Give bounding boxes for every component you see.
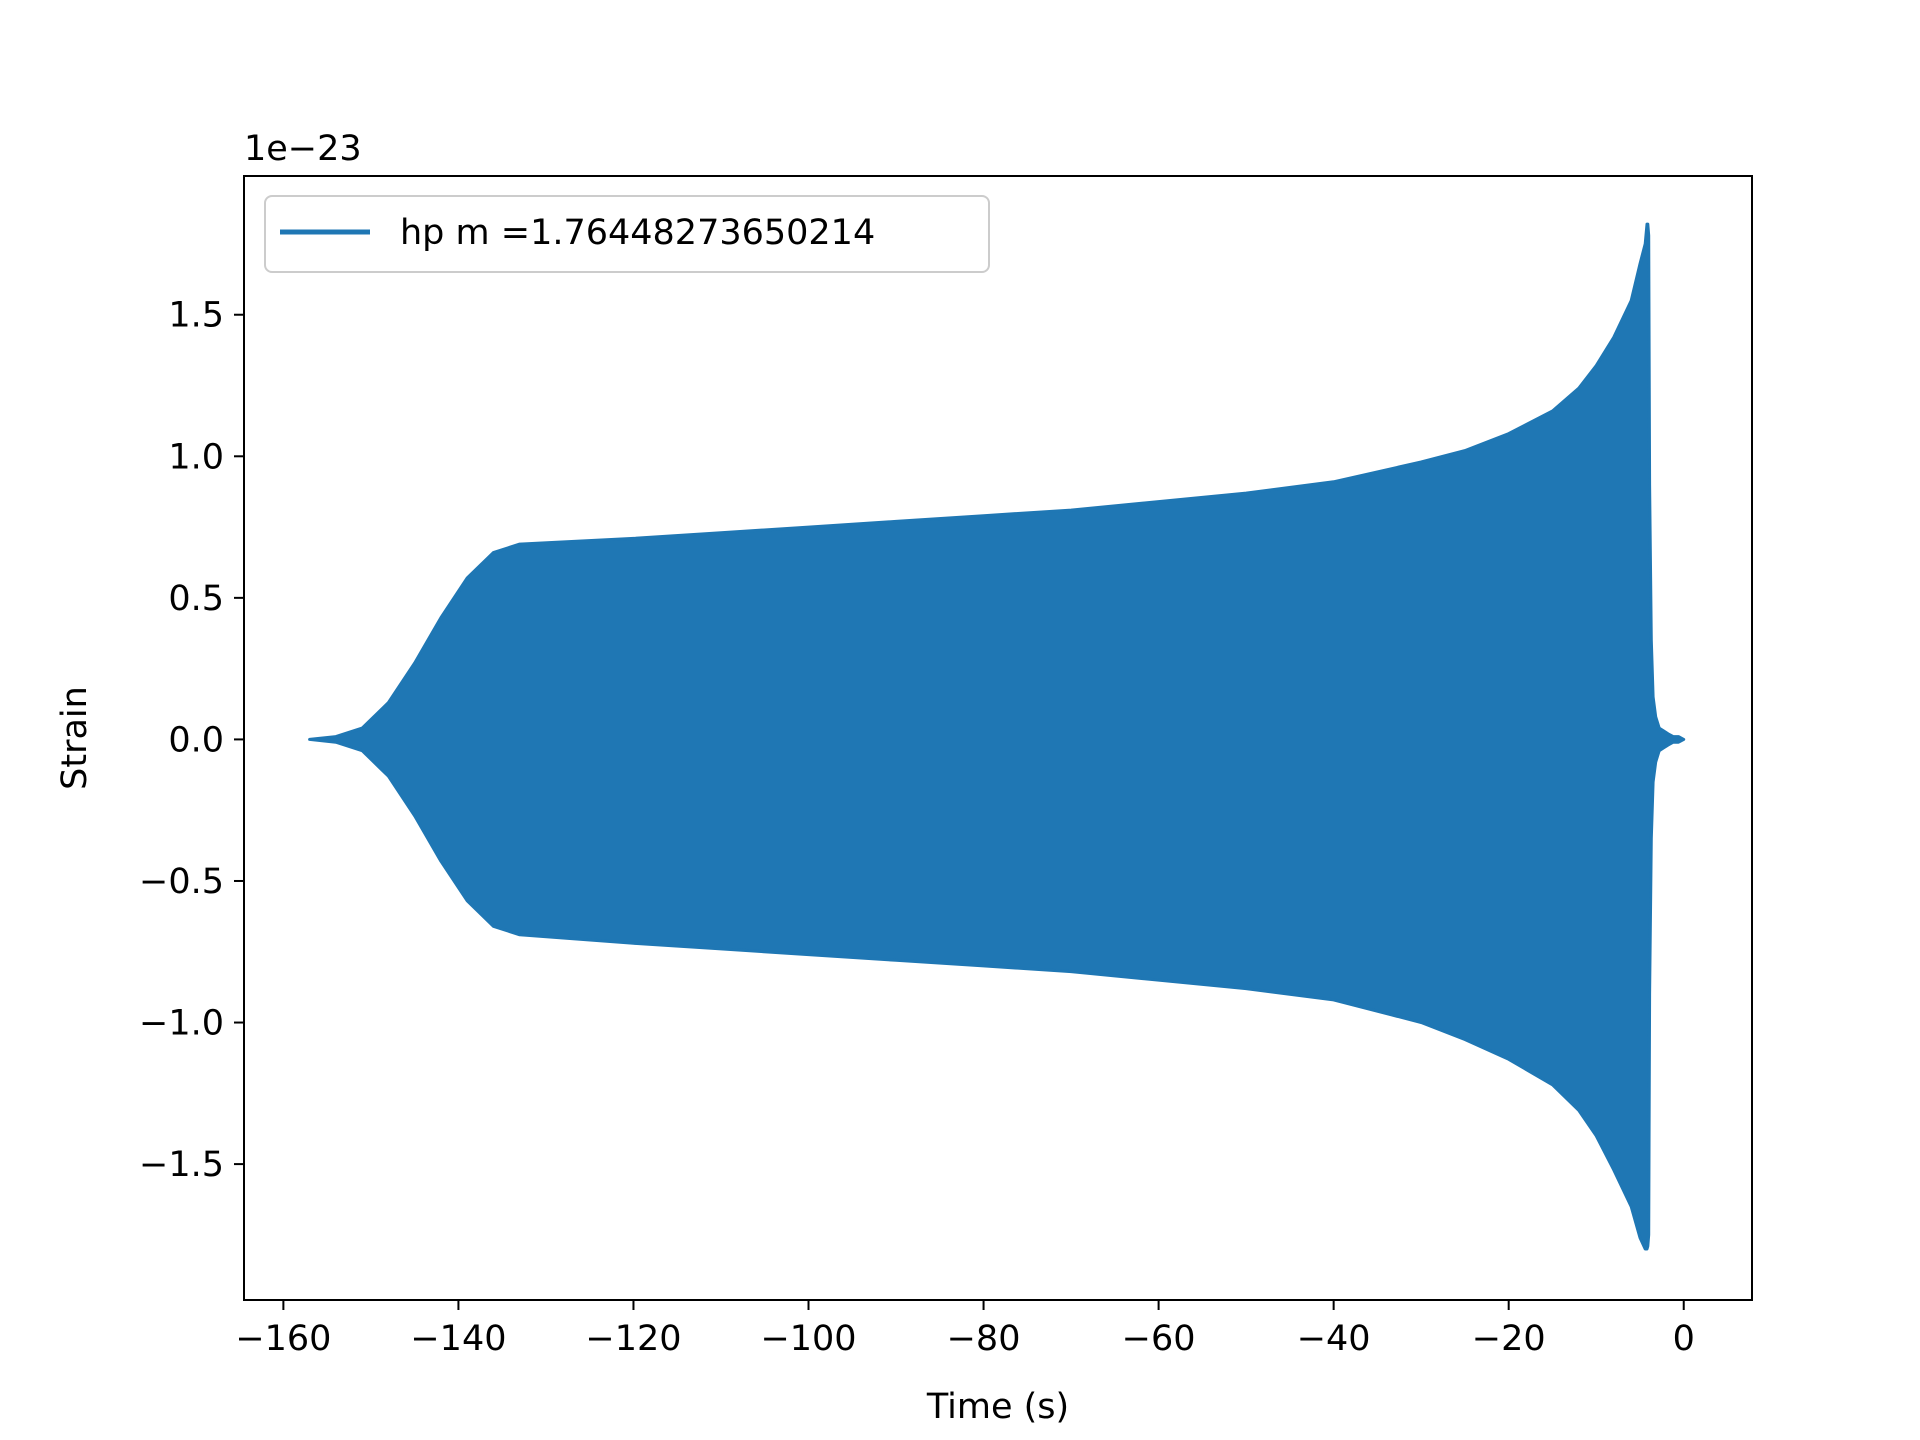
x-tick-label: −100 bbox=[760, 1319, 856, 1359]
legend-box bbox=[264, 195, 990, 273]
x-tick-label: −60 bbox=[1122, 1319, 1196, 1359]
x-tick-label: −120 bbox=[585, 1319, 681, 1359]
x-axis-label: Time (s) bbox=[926, 1387, 1069, 1427]
y-axis-offset-label: 1e−23 bbox=[244, 129, 362, 169]
y-tick-label: 1.5 bbox=[168, 296, 224, 336]
legend-entry-label: hp m =1.76448273650214 bbox=[400, 213, 875, 253]
y-tick-label: −1.5 bbox=[139, 1145, 224, 1185]
y-tick-label: 0.0 bbox=[168, 720, 224, 760]
axes-frame bbox=[243, 175, 1753, 1301]
y-tick-label: −0.5 bbox=[139, 862, 224, 902]
y-tick-label: −1.0 bbox=[139, 1004, 224, 1044]
series-hp-waveform bbox=[308, 222, 1686, 1251]
x-axis-ticks: −160 −140 −120 −100 −80 −60 −40 −20 0 bbox=[235, 1300, 1695, 1359]
x-tick-label: −160 bbox=[235, 1319, 331, 1359]
x-tick-label: −140 bbox=[410, 1319, 506, 1359]
y-axis-ticks: −1.5 −1.0 −0.5 0.0 0.5 1.0 1.5 bbox=[139, 296, 244, 1185]
x-tick-label: 0 bbox=[1673, 1319, 1695, 1359]
legend: hp m =1.76448273650214 bbox=[264, 195, 990, 273]
x-tick-label: −20 bbox=[1472, 1319, 1546, 1359]
x-tick-label: −80 bbox=[947, 1319, 1021, 1359]
y-tick-label: 0.5 bbox=[168, 579, 224, 619]
plot-area bbox=[308, 222, 1686, 1251]
y-axis-label: Strain bbox=[55, 686, 95, 790]
y-tick-label: 1.0 bbox=[168, 437, 224, 477]
x-tick-label: −40 bbox=[1297, 1319, 1371, 1359]
